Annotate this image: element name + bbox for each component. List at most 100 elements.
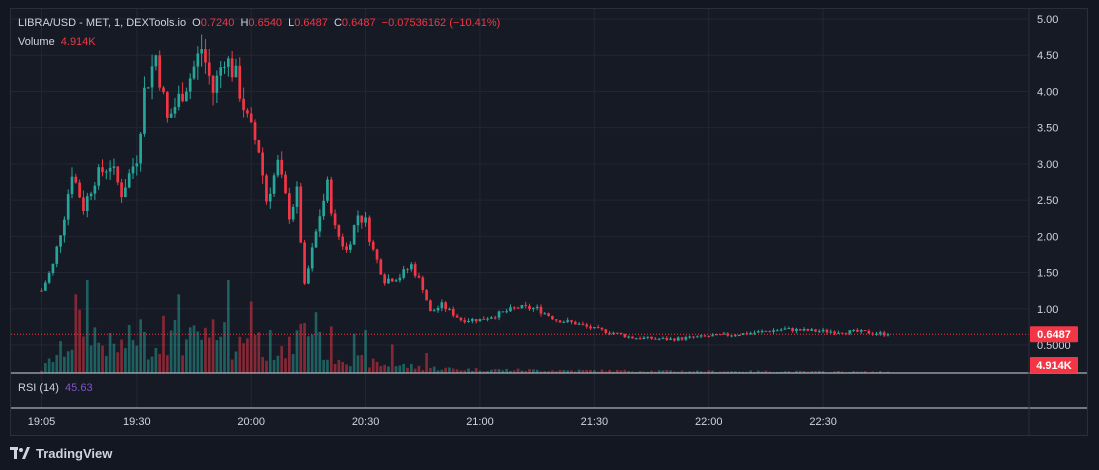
volume-bar (871, 371, 875, 373)
volume-bar (303, 322, 306, 373)
volume-bar (333, 364, 337, 373)
candle-body (177, 93, 181, 108)
candle-body (585, 324, 589, 327)
volume-bar (471, 370, 474, 373)
volume-bar (371, 358, 375, 373)
volume-bar (238, 336, 242, 373)
symbol-label[interactable]: LIBRA/USD - MET, 1, DEXTools.io (18, 17, 187, 29)
candle-body (352, 225, 356, 245)
volume-bar (837, 371, 840, 373)
candle-body (566, 320, 569, 322)
change-value: −0.07536162 (−10.41%) (381, 17, 501, 29)
volume-bar (413, 368, 417, 373)
candle-body (169, 113, 173, 118)
candle-body (398, 277, 402, 281)
volume-bar (165, 355, 169, 373)
candle-body (135, 163, 139, 167)
candle-body (863, 330, 867, 332)
volume-bar (490, 369, 493, 373)
candle-body (379, 259, 383, 275)
candle-body (856, 329, 859, 332)
candle-body (303, 242, 306, 284)
volume-bar (459, 370, 463, 373)
volume-bar (66, 351, 70, 373)
volume-bar (577, 369, 581, 373)
candle-body (756, 331, 760, 333)
volume-bar (451, 368, 455, 373)
volume-label[interactable]: Volume (18, 36, 55, 48)
volume-bar (612, 371, 615, 373)
volume-bar (615, 369, 619, 373)
candle-body (490, 317, 493, 319)
volume-bar (699, 371, 703, 373)
volume-bar (410, 363, 413, 373)
volume-bar (341, 361, 345, 373)
volume-bar (131, 340, 135, 373)
candle-body (768, 331, 772, 333)
candle-body (711, 335, 714, 337)
high-label: H (240, 17, 249, 29)
volume-bar (455, 369, 459, 373)
candle-body (722, 333, 726, 335)
candle-body (459, 317, 463, 321)
x-tick-label: 21:00 (466, 416, 494, 428)
candle-body (764, 330, 768, 332)
volume-bar (440, 369, 444, 373)
candle-body (798, 328, 802, 331)
candle-body (791, 327, 794, 332)
candle-body (688, 336, 692, 338)
candle-body (82, 197, 85, 211)
open-label: O (192, 17, 201, 29)
candle-body (425, 290, 428, 301)
volume-bar (478, 370, 482, 373)
volume-bar (833, 371, 836, 373)
volume-bar (669, 370, 672, 373)
volume-bar (398, 365, 402, 373)
volume-bar (886, 371, 890, 373)
volume-bar (47, 358, 51, 373)
candle-body (85, 196, 89, 211)
tradingview-brand[interactable]: TradingView (10, 444, 112, 462)
volume-bar (817, 370, 821, 373)
volume-bar (520, 370, 524, 373)
candle-body (345, 246, 348, 250)
candle-body (181, 93, 184, 102)
y-tick-label: 4.00 (1037, 86, 1058, 98)
candle-body (348, 244, 352, 250)
candle-body (730, 335, 733, 337)
candle-body (482, 318, 486, 320)
volume-bar (150, 356, 154, 373)
rsi-label[interactable]: RSI (14) (18, 382, 59, 394)
candle-body (837, 332, 840, 334)
volume-bar (798, 370, 802, 373)
candle-body (455, 315, 459, 318)
candle-body (413, 264, 417, 276)
volume-bar (257, 332, 261, 373)
volume-bar (207, 337, 211, 373)
volume-bar (116, 352, 120, 373)
volume-bar (272, 359, 276, 373)
candle-body (467, 320, 470, 323)
volume-bar (139, 319, 142, 373)
volume-bar (89, 345, 93, 373)
candle-body (417, 275, 421, 278)
volume-bar (295, 330, 299, 373)
x-tick-label: 20:00 (237, 416, 265, 428)
candle-body (505, 311, 508, 313)
candle-body (139, 133, 142, 164)
candle-body (631, 336, 634, 339)
candle-body (200, 49, 203, 54)
candle-body (154, 55, 158, 67)
candle-body (562, 321, 566, 323)
chart-canvas[interactable]: 5.00 4.50 4.00 3.50 3.00 2.50 2.00 1.50 1.00 0.50… (0, 0, 1099, 440)
volume-bar (551, 370, 554, 373)
y-tick-label: 0.5000 (1037, 340, 1071, 352)
candle-body (654, 338, 657, 340)
volume-bar (859, 371, 863, 373)
candle-body (131, 166, 135, 174)
candle-body (878, 332, 882, 334)
candle-body (436, 307, 440, 311)
volume-bar (589, 370, 592, 373)
volume-bar (200, 339, 203, 373)
candle-body (848, 330, 852, 334)
